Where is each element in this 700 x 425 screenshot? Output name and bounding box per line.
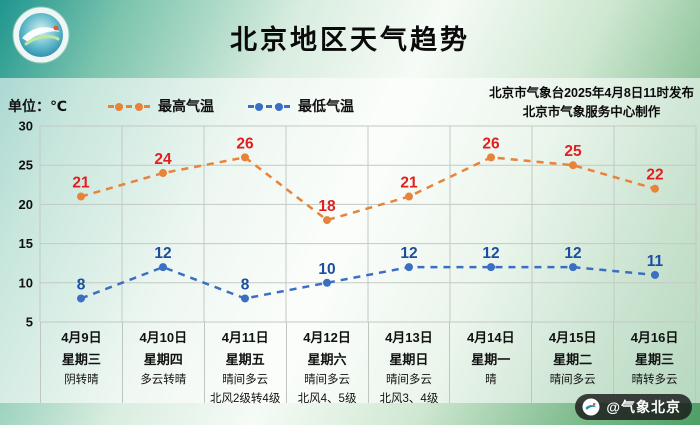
- day-weather: 晴间多云: [222, 374, 269, 386]
- day-weather: 晴间多云: [304, 374, 351, 386]
- day-weather: 北风3、4级: [379, 393, 439, 405]
- svg-text:25: 25: [19, 158, 33, 173]
- svg-text:24: 24: [154, 151, 172, 168]
- svg-text:21: 21: [400, 175, 418, 192]
- day-weather: 晴间多云: [385, 374, 432, 386]
- svg-text:15: 15: [19, 236, 33, 251]
- day-column: 4月15日星期二晴间多云: [532, 322, 615, 403]
- day-weather: 阴转晴: [64, 374, 99, 386]
- svg-text:12: 12: [400, 245, 417, 262]
- svg-text:12: 12: [482, 245, 499, 262]
- svg-text:30: 30: [19, 119, 33, 134]
- svg-text:25: 25: [564, 143, 582, 160]
- day-weather: 北风2级转4级: [210, 393, 281, 405]
- svg-text:22: 22: [646, 167, 663, 184]
- svg-text:26: 26: [482, 135, 500, 152]
- publish-info: 北京市气象台2025年4月8日11时发布 北京市气象服务中心制作: [489, 84, 694, 123]
- weibo-logo-icon: [582, 398, 600, 416]
- watermark-badge[interactable]: @气象北京: [575, 394, 692, 420]
- legend-label-min: 最低气温: [298, 98, 354, 114]
- day-date: 4月10日: [139, 330, 188, 345]
- day-weekday: 星期五: [225, 352, 265, 367]
- day-column: 4月10日星期四多云转晴: [123, 322, 205, 403]
- day-column: 4月11日星期五晴间多云北风2级转4级: [205, 322, 287, 405]
- day-weather: 晴转多云: [631, 374, 678, 386]
- min-temp-dot-icon: [255, 102, 263, 111]
- day-date: 4月13日: [385, 330, 433, 345]
- svg-text:20: 20: [19, 197, 33, 212]
- day-labels: 4月9日 星期三 阴转晴 4月10日 星期四 多云转晴 4月11日 星期五 晴间多云 北风2级转4…: [40, 322, 696, 405]
- day-date: 4月15日: [548, 330, 597, 345]
- legend-item-max-temp: 最高气温: [108, 96, 214, 116]
- day-weekday: 星期三: [61, 352, 101, 367]
- day-weather: 多云转晴: [140, 374, 187, 386]
- day-weekday: 星期日: [389, 352, 429, 367]
- publish-line-2: 北京市气象服务中心制作: [522, 105, 661, 120]
- svg-text:10: 10: [318, 261, 335, 278]
- svg-text:12: 12: [154, 245, 171, 262]
- svg-text:18: 18: [318, 198, 336, 215]
- day-column: 4月14日星期一晴: [450, 322, 533, 403]
- page-title: 北京地区天气趋势: [230, 25, 470, 55]
- svg-text:12: 12: [564, 245, 581, 262]
- unit-label: 单位：℃: [8, 98, 67, 114]
- weather-service-logo: [12, 6, 70, 64]
- chart-plot-area: 5 10 15 20 25 30 21 24 26 18 21 26 25 22 8 12 8 10 12 12 12 1…: [19, 119, 697, 330]
- max-temp-line-swatch: [108, 102, 150, 111]
- day-weather: 晴: [485, 374, 497, 386]
- day-weather: 晴间多云: [549, 374, 596, 386]
- svg-text:11: 11: [647, 253, 664, 270]
- day-date: 4月11日: [221, 330, 269, 345]
- day-column: 4月16日星期三晴转多云: [614, 322, 696, 403]
- day-weekday: 星期六: [307, 352, 347, 367]
- max-temp-dot-icon: [115, 102, 123, 111]
- watermark-handle: @气象北京: [606, 399, 681, 415]
- day-weekday: 星期二: [553, 352, 593, 367]
- day-weather: 北风4、5级: [297, 393, 357, 405]
- min-temp-dot-icon: [275, 102, 283, 111]
- svg-text:10: 10: [19, 275, 33, 290]
- day-weekday: 星期一: [471, 352, 511, 367]
- day-weekday: 星期四: [143, 352, 183, 367]
- min-temp-line-swatch: [248, 102, 290, 111]
- chart-legend: 最高气温 最低气温: [108, 96, 354, 116]
- day-date: 4月14日: [466, 330, 515, 345]
- day-column: 4月9日星期三阴转晴: [40, 322, 123, 403]
- day-date: 4月16日: [630, 330, 679, 345]
- publish-line-1: 北京市气象台2025年4月8日11时发布: [489, 86, 694, 100]
- day-date: 4月9日: [61, 330, 102, 345]
- legend-item-min-temp: 最低气温: [248, 96, 354, 116]
- day-column: 4月12日星期六晴间多云北风4、5级: [287, 322, 369, 405]
- svg-text:8: 8: [241, 276, 250, 293]
- chart-background: [0, 78, 700, 403]
- svg-text:5: 5: [26, 315, 33, 330]
- svg-text:21: 21: [72, 175, 90, 192]
- day-column: 4月13日星期日晴间多云北风3、4级: [369, 322, 451, 405]
- max-temp-dot-icon: [135, 102, 143, 111]
- svg-text:26: 26: [236, 135, 254, 152]
- day-weekday: 星期三: [635, 352, 675, 367]
- day-date: 4月12日: [303, 330, 351, 345]
- svg-text:8: 8: [77, 276, 86, 293]
- legend-label-max: 最高气温: [158, 98, 214, 114]
